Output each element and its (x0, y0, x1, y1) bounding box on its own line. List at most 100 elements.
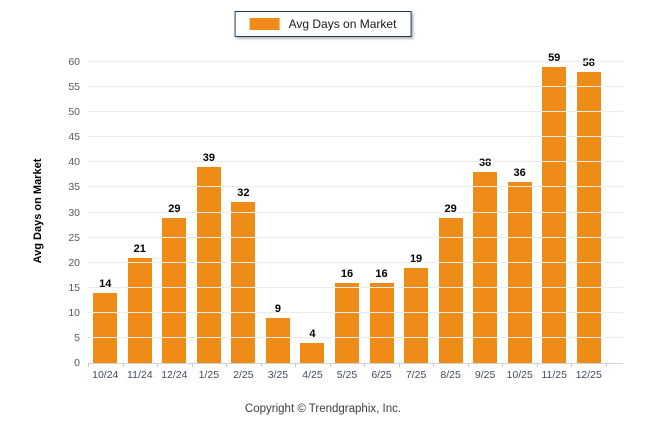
bar (438, 217, 463, 363)
bar (576, 72, 601, 363)
bar-column: 32 (226, 62, 261, 363)
bar-column: 58 (571, 57, 606, 363)
bar-column: 21 (123, 62, 158, 363)
bar-value-label: 58 (582, 57, 595, 70)
x-axis-tick (571, 363, 573, 367)
x-axis-label: 11/24 (127, 369, 153, 381)
y-tick-label: 0 (74, 357, 80, 369)
x-axis-label: 10/25 (506, 369, 533, 381)
gridline (88, 261, 623, 263)
bar (473, 172, 498, 363)
gridline (88, 86, 623, 88)
x-axis-tick (260, 363, 262, 367)
x-axis-tick (364, 363, 366, 367)
bar-column: 38 (468, 62, 503, 363)
x-axis-tick (329, 363, 331, 367)
gridline (88, 286, 623, 288)
x-axis-label: 10/24 (92, 369, 119, 381)
x-axis-labels: 10/24 11/24 12/24 1/25 2/25 3/25 4/25 5/25 6/25 7… (88, 369, 606, 385)
bar (93, 292, 118, 363)
gridline (88, 61, 623, 62)
bar-column: 16 (364, 62, 399, 363)
y-tick-label: 35 (68, 181, 80, 194)
y-tick-label: 50 (68, 106, 80, 119)
bar (404, 267, 429, 363)
legend-color-swatch (249, 18, 280, 30)
bar-value-label: 9 (274, 302, 281, 315)
x-axis-tick (88, 363, 89, 367)
x-axis-tick (536, 363, 538, 367)
x-axis-label: 11/25 (541, 369, 567, 381)
x-axis-tick (122, 363, 124, 367)
bar-value-label: 16 (340, 267, 354, 280)
y-tick-label: 25 (68, 231, 80, 244)
x-axis-label: 3/25 (267, 369, 289, 381)
x-axis-label: 12/25 (575, 369, 602, 381)
bar-value-label: 59 (548, 52, 561, 65)
bar-column: 14 (88, 62, 123, 363)
y-tick-label: 30 (68, 206, 80, 219)
x-axis-label: 6/25 (371, 369, 392, 381)
x-axis-tick (157, 363, 159, 367)
x-axis-tick (191, 363, 193, 367)
bar-value-label: 16 (375, 267, 388, 280)
x-axis-tick (226, 363, 228, 367)
y-axis-tick-labels: 0 5 10 15 20 25 30 35 40 45 50 55 60 (0, 56, 80, 369)
y-tick-label: 5 (74, 331, 80, 344)
x-axis-label: 1/25 (198, 369, 220, 381)
bar (542, 67, 567, 363)
x-axis-label: 2/25 (233, 369, 254, 381)
gridline (88, 336, 623, 338)
gridline (88, 311, 623, 313)
bar-column: 39 (192, 62, 227, 363)
y-tick-label: 45 (68, 131, 80, 144)
y-tick-label: 10 (68, 306, 80, 319)
gridline (88, 186, 623, 188)
chart-legend: Avg Days on Market (234, 11, 412, 37)
bar-value-label: 29 (444, 202, 457, 215)
bar-column: 29 (433, 62, 468, 363)
bar-value-label: 14 (99, 277, 112, 290)
x-axis-tick (502, 363, 504, 367)
x-axis-tick (433, 363, 435, 367)
legend-label: Avg Days on Market (288, 17, 397, 31)
bar (196, 167, 221, 363)
bar (127, 257, 152, 363)
bar-column: 36 (502, 62, 537, 363)
x-axis-tick (398, 363, 400, 367)
gridline (88, 211, 623, 213)
bar-value-label: 19 (409, 252, 423, 265)
bar-column: 16 (330, 62, 365, 363)
bar-value-label: 21 (133, 242, 146, 255)
bar-column: 29 (157, 62, 192, 363)
x-axis-label: 9/25 (474, 369, 496, 381)
gridline (88, 111, 623, 113)
bar-value-label: 4 (309, 327, 316, 340)
bar (334, 282, 359, 363)
bars-row: 14 21 29 39 32 9 4 16 16 19 29 38 36 59 58 (88, 52, 607, 367)
bar-value-label: 32 (237, 187, 250, 200)
bar-value-label: 29 (168, 202, 181, 215)
x-axis-label: 12/24 (161, 369, 188, 381)
bar (265, 317, 290, 363)
y-tick-label: 15 (68, 281, 80, 294)
bar-value-label: 36 (513, 167, 526, 180)
y-tick-label: 60 (68, 56, 80, 68)
x-axis-tick (467, 363, 469, 367)
plot-area: 14 21 29 39 32 9 4 16 16 19 29 38 36 59 58 (88, 52, 623, 367)
x-axis-tick (295, 363, 297, 367)
bar (300, 342, 325, 363)
bar-column: 19 (399, 62, 434, 363)
y-tick-label: 55 (68, 81, 80, 94)
x-axis-label: 7/25 (405, 369, 427, 381)
x-axis-tick (606, 363, 607, 367)
x-axis-label: 8/25 (440, 369, 461, 381)
bar (507, 182, 532, 363)
gridline (88, 136, 623, 138)
y-tick-label: 40 (68, 156, 80, 169)
bar-value-label: 38 (479, 157, 492, 170)
bar-column: 4 (295, 62, 330, 363)
bar-column: 59 (537, 52, 572, 363)
bar (231, 202, 256, 363)
